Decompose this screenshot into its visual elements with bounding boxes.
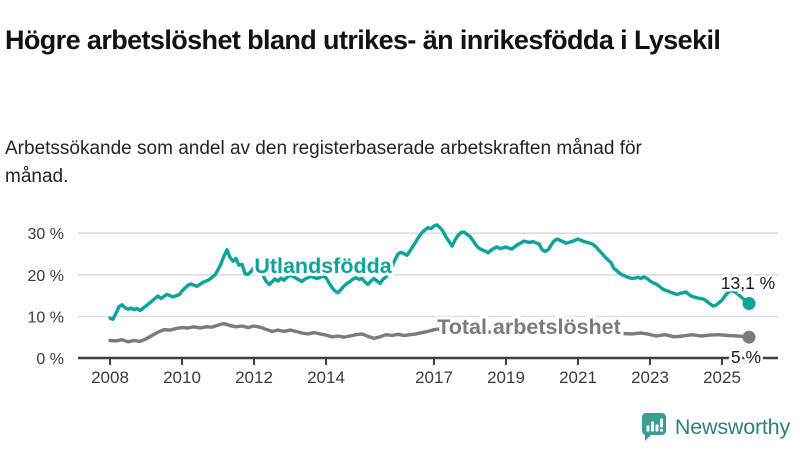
series-label-utlandsfodda: Utlandsfödda: [254, 254, 392, 278]
x-tick-label-2008: 2008: [91, 368, 129, 387]
newsworthy-brand-text: Newsworthy: [674, 414, 790, 439]
y-tick-label-0: 0 %: [36, 351, 64, 368]
newsworthy-logo-icon: [641, 413, 666, 441]
value-label-total: 5 %: [731, 347, 761, 367]
series-line-utlandsfodda: [108, 223, 751, 321]
series-end-dot-total: [742, 330, 756, 344]
x-tick-label-2014: 2014: [307, 368, 345, 387]
x-tick-label-2010: 2010: [163, 368, 201, 387]
y-tick-label-10: 10 %: [28, 309, 64, 326]
y-tick-label-30: 30 %: [28, 226, 64, 243]
x-tick-label-2023: 2023: [631, 368, 669, 387]
x-tick-label-2021: 2021: [559, 368, 597, 387]
x-tick-label-2025: 2025: [703, 368, 741, 387]
page-title: Högre arbetslöshet bland utrikes- än inr…: [5, 25, 721, 56]
newsworthy-brand-link[interactable]: Newsworthy: [640, 411, 790, 443]
y-tick-label-20: 20 %: [28, 268, 64, 285]
series-label-total: Total arbetslöshet: [437, 315, 621, 339]
value-label-utlandsfodda: 13,1 %: [721, 273, 775, 293]
x-tick-label-2019: 2019: [487, 368, 525, 387]
x-tick-label-2017: 2017: [415, 368, 453, 387]
series-line-total: [108, 321, 751, 344]
chart-subtitle: Arbetssökande som andel av den registerb…: [5, 138, 642, 187]
series-end-dot-utlandsfodda: [742, 297, 756, 311]
x-tick-label-2012: 2012: [235, 368, 273, 387]
